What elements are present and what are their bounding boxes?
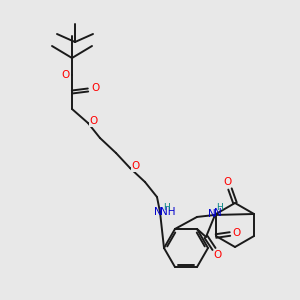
- Text: H: H: [217, 203, 223, 212]
- Text: O: O: [213, 250, 221, 260]
- Text: NH: NH: [160, 207, 176, 217]
- Text: N: N: [214, 208, 222, 218]
- Text: O: O: [132, 161, 140, 171]
- Text: O: O: [91, 83, 99, 93]
- Text: O: O: [90, 116, 98, 126]
- Text: O: O: [224, 177, 232, 187]
- Text: H: H: [164, 203, 170, 212]
- Text: O: O: [132, 161, 140, 171]
- Text: O: O: [62, 70, 70, 80]
- Text: O: O: [233, 228, 241, 238]
- Text: O: O: [90, 116, 98, 126]
- Text: O: O: [91, 83, 99, 93]
- Text: N: N: [208, 209, 216, 219]
- Text: O: O: [62, 70, 70, 80]
- Text: N: N: [154, 207, 162, 217]
